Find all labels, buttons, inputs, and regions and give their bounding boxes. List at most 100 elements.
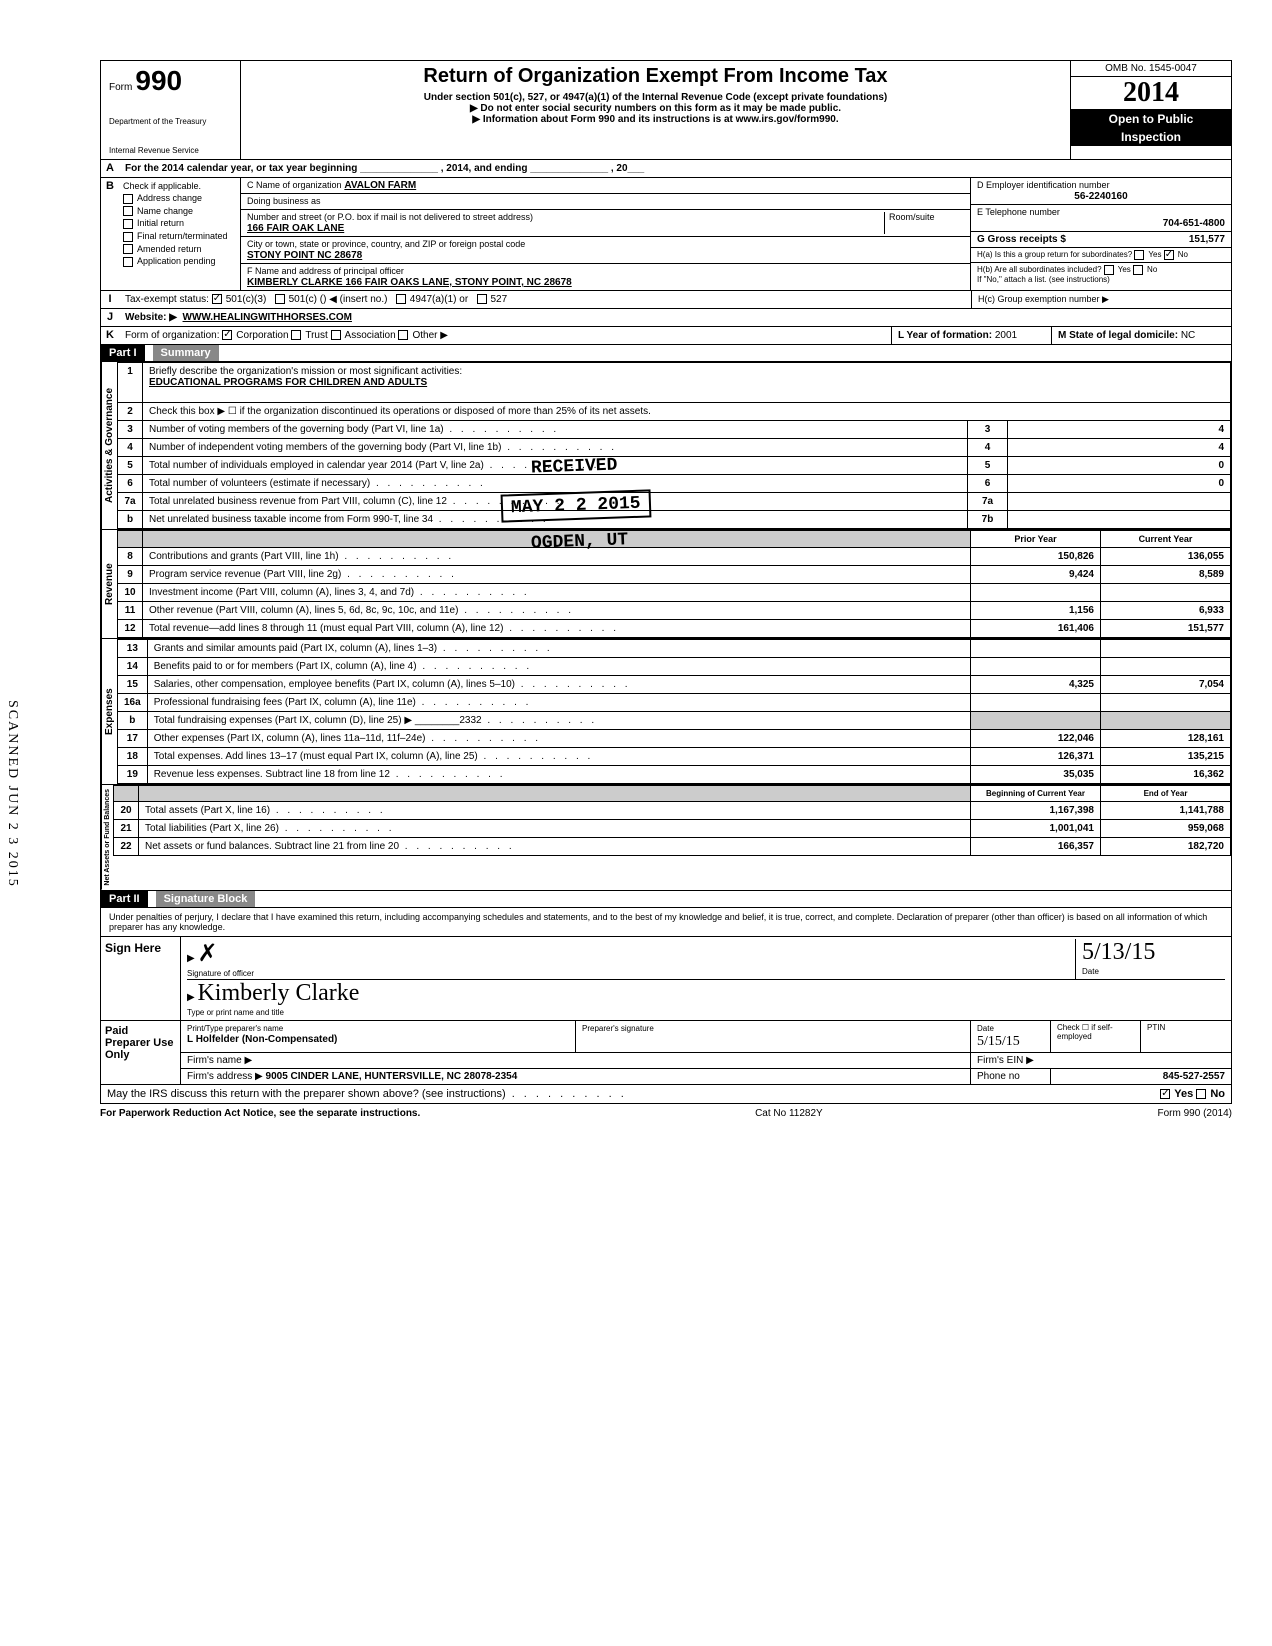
- row-prior: 122,046: [971, 730, 1101, 748]
- ptin-label: PTIN: [1141, 1021, 1231, 1052]
- prep-print-label: Print/Type preparer's name: [187, 1024, 283, 1033]
- irs-no-checkbox[interactable]: [1196, 1089, 1206, 1099]
- checkbox-other[interactable]: [398, 330, 408, 340]
- hb-no-label: No: [1147, 265, 1157, 274]
- row-num: 16a: [118, 694, 148, 712]
- sig-officer-label: Signature of officer: [187, 969, 254, 978]
- row-num: 21: [114, 820, 139, 838]
- row-num: 17: [118, 730, 148, 748]
- scanned-stamp: SCANNED JUN 2 3 2015: [4, 700, 20, 888]
- checkbox-assoc[interactable]: [331, 330, 341, 340]
- row-desc: Grants and similar amounts paid (Part IX…: [147, 640, 970, 658]
- 501c-insert: ) ◀ (insert no.): [323, 294, 387, 305]
- ha-yes[interactable]: [1134, 250, 1144, 260]
- dept-treasury: Department of the Treasury: [109, 117, 232, 126]
- form-number: 990: [135, 65, 182, 96]
- 501c3-label: 501(c)(3): [226, 294, 267, 305]
- hb-label: H(b) Are all subordinates included?: [977, 265, 1102, 274]
- check-init: Initial return: [137, 218, 184, 228]
- row-prior: [971, 658, 1101, 676]
- row-desc: Revenue less expenses. Subtract line 18 …: [147, 766, 970, 784]
- row-current: 135,215: [1101, 748, 1231, 766]
- open-public-1: Open to Public: [1071, 110, 1231, 128]
- governance-label: Activities & Governance: [101, 362, 117, 529]
- checkbox-final[interactable]: [123, 232, 133, 242]
- website-value: WWW.HEALINGWITHHORSES.COM: [183, 312, 352, 323]
- checkbox-amend[interactable]: [123, 244, 133, 254]
- netassets-label: Net Assets or Fund Balances: [101, 785, 113, 890]
- row-desc: Total expenses. Add lines 13–17 (must eq…: [147, 748, 970, 766]
- checkbox-name[interactable]: [123, 206, 133, 216]
- check-applicable: Check if applicable.: [123, 180, 236, 192]
- m-state-value: NC: [1181, 330, 1195, 341]
- prep-phone-label: Phone no: [971, 1069, 1051, 1084]
- revenue-label: Revenue: [101, 530, 117, 638]
- street-value: 166 FAIR OAK LANE: [247, 223, 344, 234]
- row-desc: Net assets or fund balances. Subtract li…: [139, 838, 971, 856]
- officer-value: KIMBERLY CLARKE 166 FAIR OAKS LANE, STON…: [247, 277, 572, 288]
- hb-note: If "No," attach a list. (see instruction…: [977, 275, 1110, 284]
- instr-ssn: ▶ Do not enter social security numbers o…: [245, 103, 1066, 114]
- form-org-label: Form of organization:: [125, 330, 220, 341]
- paid-preparer-label: Paid Preparer Use Only: [101, 1021, 181, 1084]
- row-num: 14: [118, 658, 148, 676]
- row-num: 20: [114, 802, 139, 820]
- current-year-header: Current Year: [1101, 531, 1231, 548]
- irs-yes-checkbox[interactable]: [1160, 1089, 1170, 1099]
- row-current: 151,577: [1101, 620, 1231, 638]
- checkbox-trust[interactable]: [291, 330, 301, 340]
- row-desc: Program service revenue (Part VIII, line…: [143, 566, 971, 584]
- main-title: Return of Organization Exempt From Incom…: [245, 65, 1066, 88]
- check-amend: Amended return: [137, 244, 202, 254]
- ha-no[interactable]: [1164, 250, 1174, 260]
- row-num: 18: [118, 748, 148, 766]
- row-desc: Contributions and grants (Part VIII, lin…: [143, 548, 971, 566]
- form-footer: Form 990 (2014): [1158, 1108, 1232, 1119]
- prep-check-label: Check ☐ if self-employed: [1051, 1021, 1141, 1052]
- checkbox-4947[interactable]: [396, 294, 406, 304]
- irs-discuss-text: May the IRS discuss this return with the…: [107, 1088, 1160, 1100]
- ha-no-label: No: [1178, 250, 1188, 259]
- form-word: Form: [109, 82, 132, 93]
- row-prior: [971, 694, 1101, 712]
- line6-val: 0: [1008, 475, 1231, 493]
- tax-year: 2014: [1071, 77, 1231, 110]
- 527-label: 527: [491, 294, 508, 305]
- checkbox-init[interactable]: [123, 219, 133, 229]
- open-public-2: Inspection: [1071, 128, 1231, 146]
- part2-title: Signature Block: [156, 891, 256, 907]
- phone-value: 704-651-4800: [977, 218, 1225, 229]
- line4-val: 4: [1008, 439, 1231, 457]
- row-num: 10: [118, 584, 143, 602]
- officer-signature: ✗: [197, 941, 217, 967]
- trust-label: Trust: [305, 330, 327, 341]
- row-desc: Total assets (Part X, line 16): [139, 802, 971, 820]
- letter-i: I: [101, 291, 119, 308]
- check-addr: Address change: [137, 193, 202, 203]
- street-label: Number and street (or P.O. box if mail i…: [247, 212, 533, 222]
- checkbox-addr[interactable]: [123, 194, 133, 204]
- hb-yes[interactable]: [1104, 265, 1114, 275]
- row-num: 9: [118, 566, 143, 584]
- row-num: 8: [118, 548, 143, 566]
- row-num: 19: [118, 766, 148, 784]
- prior-year-header: Prior Year: [971, 531, 1101, 548]
- row-current: 16,362: [1101, 766, 1231, 784]
- row-desc: Total revenue—add lines 8 through 11 (mu…: [143, 620, 971, 638]
- checkbox-corp[interactable]: [222, 330, 232, 340]
- checkbox-app[interactable]: [123, 257, 133, 267]
- row-num: 12: [118, 620, 143, 638]
- row-current: 128,161: [1101, 730, 1231, 748]
- type-name-label: Type or print name and title: [187, 1008, 284, 1017]
- checkbox-501c[interactable]: [275, 294, 285, 304]
- sign-date-label: Date: [1082, 967, 1099, 976]
- line6-text: Total number of volunteers (estimate if …: [143, 475, 968, 493]
- check-app: Application pending: [137, 256, 216, 266]
- checkbox-527[interactable]: [477, 294, 487, 304]
- row-prior: [971, 584, 1101, 602]
- subtitle: Under section 501(c), 527, or 4947(a)(1)…: [245, 92, 1066, 103]
- row-current: [1101, 712, 1231, 730]
- hb-no[interactable]: [1133, 265, 1143, 275]
- row-desc: Other revenue (Part VIII, column (A), li…: [143, 602, 971, 620]
- checkbox-501c3[interactable]: [212, 294, 222, 304]
